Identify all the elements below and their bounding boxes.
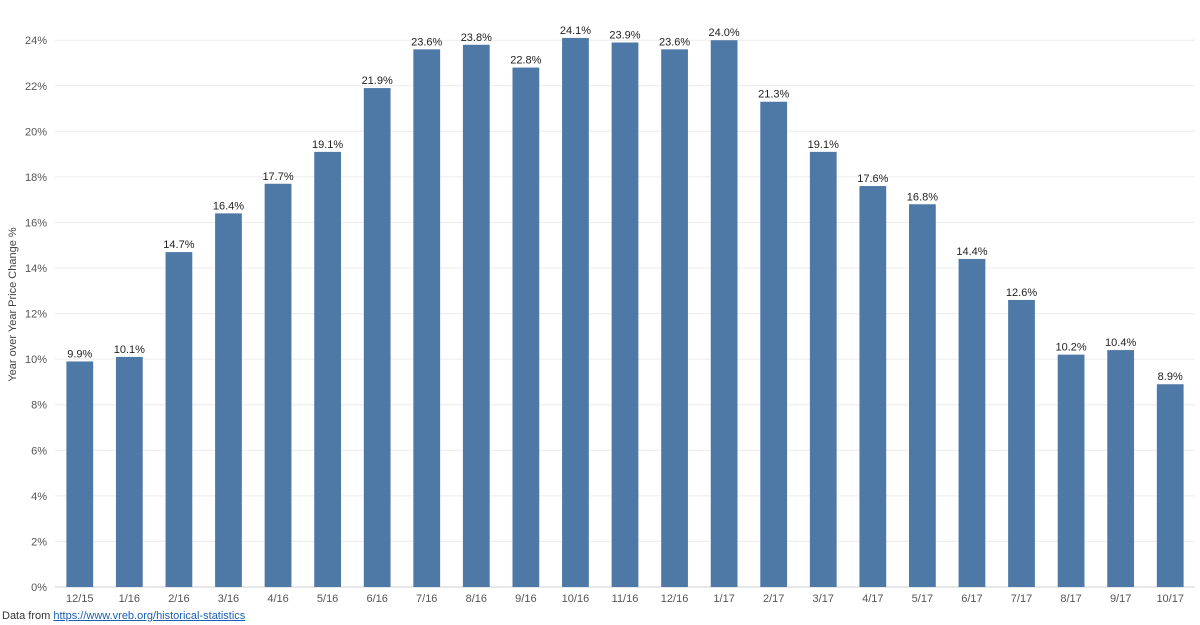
bar-value-label: 16.4% [213, 200, 244, 212]
bars [66, 37, 1184, 588]
bar-value-label: 22.8% [510, 55, 541, 67]
bar[interactable] [363, 88, 391, 588]
bar-value-label: 17.6% [857, 173, 888, 185]
source-link[interactable]: https://www.vreb.org/historical-statisti… [53, 610, 246, 622]
x-tick-label: 2/17 [763, 593, 784, 605]
bar[interactable] [611, 42, 639, 588]
bar[interactable] [760, 101, 788, 587]
bar-value-label: 10.2% [1055, 342, 1086, 354]
x-tick-label: 8/16 [466, 593, 487, 605]
y-tick-label: 14% [25, 263, 47, 275]
y-tick-label: 24% [25, 35, 47, 47]
x-tick-label: 7/17 [1011, 593, 1032, 605]
x-tick-label: 5/16 [317, 593, 338, 605]
y-tick-label: 16% [25, 217, 47, 229]
bar[interactable] [314, 151, 341, 587]
x-axis: 12/15 1/16 2/16 3/16 4/16 5/16 6/16 7/16 8/16 9/1… [66, 593, 1184, 605]
bar-value-label: 23.9% [609, 30, 640, 42]
bar-value-label: 10.1% [114, 344, 145, 356]
bar-value-label: 14.7% [163, 239, 194, 251]
y-axis-title: Year over Year Price Change % [7, 227, 19, 382]
x-tick-label: 4/16 [267, 593, 288, 605]
bar[interactable] [1057, 354, 1085, 587]
x-tick-label: 4/17 [862, 593, 883, 605]
bar-value-label: 23.6% [659, 36, 690, 48]
data-labels: 9.9% 10.1% 14.7% 16.4% 17.7% 19.1% 21.9% 23.6% 2… [67, 25, 1183, 383]
bar-value-label: 24.1% [560, 25, 591, 37]
x-tick-label: 6/17 [961, 593, 982, 605]
bar-value-label: 21.3% [758, 89, 789, 101]
bar-value-label: 19.1% [808, 139, 839, 151]
y-tick-label: 0% [31, 582, 47, 594]
y-tick-label: 6% [31, 445, 47, 457]
bar[interactable] [958, 258, 986, 587]
y-tick-label: 10% [25, 354, 47, 366]
x-tick-label: 1/16 [119, 593, 140, 605]
y-tick-label: 8% [31, 400, 47, 412]
bar-value-label: 17.7% [262, 171, 293, 183]
bar-value-label: 19.1% [312, 139, 343, 151]
y-tick-label: 22% [25, 81, 47, 93]
x-tick-label: 3/16 [218, 593, 239, 605]
bar[interactable] [66, 361, 94, 587]
x-tick-label: 2/16 [168, 593, 189, 605]
bar[interactable] [859, 186, 887, 587]
bar-value-label: 14.4% [956, 246, 987, 258]
bar-value-label: 23.8% [461, 32, 492, 44]
bar[interactable] [661, 49, 688, 588]
x-tick-label: 10/16 [562, 593, 590, 605]
bar[interactable] [215, 213, 242, 587]
y-tick-label: 20% [25, 126, 47, 138]
x-tick-label: 12/15 [66, 593, 94, 605]
x-tick-label: 5/17 [912, 593, 933, 605]
x-tick-label: 10/17 [1156, 593, 1184, 605]
source-footer: Data from https://www.vreb.org/historica… [2, 610, 245, 622]
bar-value-label: 16.8% [907, 191, 938, 203]
y-axis: 0% 2% 4% 6% 8% 10% 12% 14% 16% 18% 20% 22% 24% [25, 35, 47, 594]
y-tick-label: 4% [31, 491, 47, 503]
x-tick-label: 9/17 [1110, 593, 1131, 605]
x-tick-label: 12/16 [661, 593, 689, 605]
x-tick-label: 6/16 [366, 593, 387, 605]
x-tick-label: 7/16 [416, 593, 437, 605]
bar[interactable] [512, 67, 540, 587]
bar[interactable] [413, 49, 441, 588]
bar[interactable] [710, 40, 738, 587]
bar-chart: 0% 2% 4% 6% 8% 10% 12% 14% 16% 18% 20% 22% 24% 9.9% 1… [7, 25, 1195, 605]
x-tick-label: 8/17 [1060, 593, 1081, 605]
bar[interactable] [909, 204, 936, 588]
bar[interactable] [562, 37, 589, 588]
x-tick-label: 9/16 [515, 593, 536, 605]
bar[interactable] [165, 252, 193, 587]
y-tick-label: 12% [25, 309, 47, 321]
bar[interactable] [1156, 384, 1184, 587]
bar[interactable] [264, 183, 292, 587]
bar[interactable] [1008, 299, 1035, 587]
bar[interactable] [115, 356, 143, 587]
bar[interactable] [462, 44, 490, 588]
x-tick-label: 3/17 [813, 593, 834, 605]
bar-value-label: 21.9% [362, 75, 393, 87]
bar[interactable] [1107, 350, 1135, 587]
y-tick-label: 2% [31, 536, 47, 548]
source-prefix: Data from [2, 610, 54, 622]
bar-value-label: 10.4% [1105, 337, 1136, 349]
bar-value-label: 9.9% [67, 348, 92, 360]
x-tick-label: 11/16 [612, 593, 639, 605]
bar-value-label: 8.9% [1158, 371, 1183, 383]
bar-value-label: 23.6% [411, 36, 442, 48]
x-tick-label: 1/17 [713, 593, 734, 605]
bar-value-label: 12.6% [1006, 287, 1037, 299]
bar[interactable] [809, 151, 837, 587]
y-tick-label: 18% [25, 172, 47, 184]
bar-value-label: 24.0% [709, 27, 740, 39]
